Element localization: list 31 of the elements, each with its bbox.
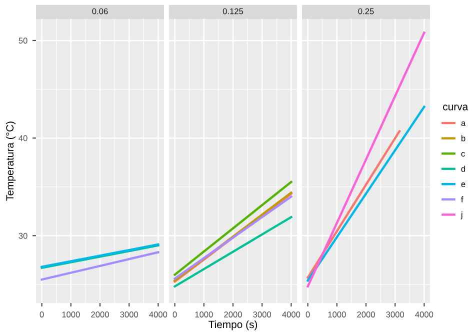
x-tick-label: 3000 — [120, 312, 138, 318]
x-tick-label: 0 — [40, 312, 44, 318]
legend-label: e — [461, 182, 466, 188]
legend-label: b — [461, 135, 466, 142]
y-tick-label: 40 — [18, 135, 28, 142]
x-tick-label: 3000 — [253, 312, 272, 318]
x-tick-label: 3000 — [386, 312, 404, 318]
x-tick-label: 4000 — [282, 312, 300, 318]
chart-title: 0.06 — [92, 8, 108, 14]
legend-label: d — [461, 166, 466, 172]
chart-title: 0.25 — [358, 8, 374, 14]
y-tick-label: 30 — [18, 232, 28, 239]
legend-label: f — [461, 196, 464, 202]
legend-label: j — [460, 212, 462, 220]
x-tick-label: 0 — [306, 312, 310, 318]
x-tick-label: 4000 — [415, 312, 434, 318]
x-tick-label: 4000 — [149, 312, 168, 318]
x-tick-label: 1000 — [62, 312, 80, 318]
legend-label: c — [461, 152, 465, 157]
y-axis-title: Temperatura (°C) — [6, 122, 16, 201]
x-tick-label: 1000 — [195, 312, 213, 318]
y-tick-label: 50 — [18, 38, 28, 44]
legend-label: a — [461, 121, 466, 126]
x-tick-label: 0 — [172, 312, 177, 318]
x-tick-label: 1000 — [328, 312, 346, 318]
x-axis-title: Tiempo (s) — [208, 320, 258, 330]
x-tick-label: 2000 — [224, 312, 242, 318]
legend-title: curva — [443, 104, 468, 110]
x-tick-label: 2000 — [357, 312, 375, 318]
chart-title: 0.125 — [222, 8, 244, 14]
x-tick-label: 2000 — [91, 312, 109, 318]
